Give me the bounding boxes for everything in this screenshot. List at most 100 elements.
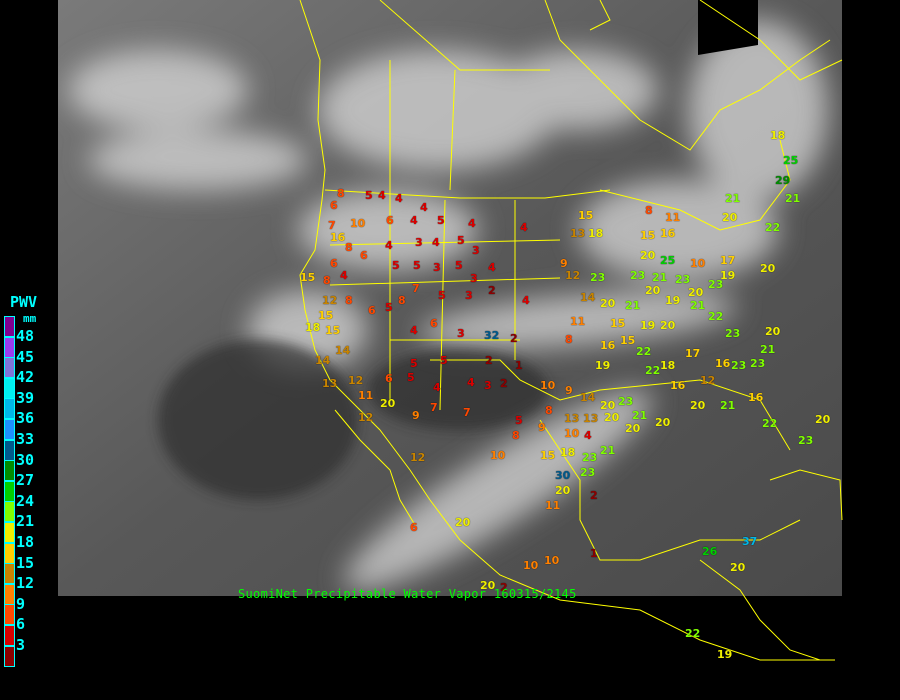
- image-caption: SuomiNet Precipitable Water Vapor 160315…: [238, 587, 577, 601]
- station-pwv-value: 6: [430, 317, 438, 330]
- station-pwv-value: 20: [690, 399, 706, 412]
- station-pwv-value: 19: [717, 648, 733, 661]
- station-pwv-value: 30: [555, 469, 571, 482]
- station-pwv-value: 15: [325, 324, 341, 337]
- station-pwv-value: 20: [765, 325, 781, 338]
- station-pwv-value: 12: [322, 294, 338, 307]
- station-pwv-value: 16: [715, 357, 731, 370]
- station-pwv-value: 37: [742, 535, 758, 548]
- station-pwv-value: 8: [345, 294, 353, 307]
- station-pwv-value: 6: [410, 521, 418, 534]
- station-pwv-value: 9: [412, 409, 420, 422]
- station-pwv-value: 26: [702, 545, 718, 558]
- station-pwv-value: 20: [555, 484, 571, 497]
- station-pwv-value: 23: [630, 269, 646, 282]
- station-pwv-value: 23: [590, 271, 606, 284]
- station-pwv-value: 14: [335, 344, 351, 357]
- station-pwv-value: 5: [455, 259, 463, 272]
- station-pwv-value: 2: [485, 354, 493, 367]
- station-pwv-value: 2: [488, 284, 496, 297]
- station-pwv-value: 20: [655, 416, 671, 429]
- station-pwv-value: 16: [748, 391, 764, 404]
- station-pwv-value: 8: [345, 241, 353, 254]
- station-pwv-value: 22: [685, 627, 701, 640]
- station-pwv-value: 3: [484, 379, 492, 392]
- station-pwv-value: 20: [455, 516, 471, 529]
- station-pwv-value: 6: [386, 214, 394, 227]
- station-pwv-value: 15: [610, 317, 626, 330]
- station-pwv-value: 20: [660, 319, 676, 332]
- station-pwv-value: 23: [725, 327, 741, 340]
- station-pwv-value: 9: [560, 257, 568, 270]
- station-pwv-value: 3: [433, 261, 441, 274]
- legend-title: PWV: [10, 293, 38, 311]
- station-pwv-value: 16: [600, 339, 616, 352]
- station-pwv-value: 15: [300, 271, 316, 284]
- station-pwv-value: 8: [512, 429, 520, 442]
- station-pwv-value: 23: [580, 466, 596, 479]
- station-pwv-value: 11: [665, 211, 681, 224]
- legend-swatch: [4, 460, 15, 482]
- station-pwv-value: 4: [378, 189, 386, 202]
- station-pwv-value: 21: [690, 299, 706, 312]
- station-pwv-value: 8: [323, 274, 331, 287]
- station-pwv-value: 29: [775, 174, 791, 187]
- station-pwv-value: 21: [725, 192, 741, 205]
- station-pwv-value: 4: [420, 201, 428, 214]
- station-pwv-value: 4: [468, 217, 476, 230]
- station-pwv-value: 23: [731, 359, 747, 372]
- station-pwv-value: 3: [465, 289, 473, 302]
- legend-swatch: [4, 336, 15, 358]
- station-pwv-value: 10: [490, 449, 506, 462]
- station-pwv-value: 20: [688, 286, 704, 299]
- station-pwv-value: 20: [760, 262, 776, 275]
- legend-tick: 36: [16, 409, 35, 428]
- legend-swatch: [4, 377, 15, 399]
- legend-tick: 18: [16, 533, 35, 551]
- station-pwv-value: 11: [545, 499, 561, 512]
- legend-swatch: [4, 604, 15, 626]
- legend-swatch: [4, 357, 15, 379]
- station-pwv-value: 10: [564, 427, 580, 440]
- station-pwv-value: 13: [583, 412, 599, 425]
- station-pwv-value: 8: [545, 404, 553, 417]
- station-pwv-value: 22: [636, 345, 652, 358]
- station-pwv-value: 13: [322, 377, 338, 390]
- station-pwv-value: 1: [590, 547, 598, 560]
- station-pwv-value: 20: [815, 413, 831, 426]
- station-pwv-value: 4: [520, 221, 528, 234]
- station-pwv-value: 12: [358, 411, 374, 424]
- station-pwv-value: 2: [510, 332, 518, 345]
- station-pwv-value: 18: [770, 129, 786, 142]
- station-pwv-value: 5: [515, 414, 523, 427]
- station-pwv-value: 10: [350, 217, 366, 230]
- station-pwv-value: 19: [595, 359, 611, 372]
- station-pwv-value: 7: [430, 401, 438, 414]
- station-pwv-value: 1: [515, 359, 523, 372]
- legend-tick: 3: [16, 636, 26, 654]
- station-pwv-value: 6: [330, 199, 338, 212]
- satellite-image: [58, 0, 842, 596]
- station-pwv-value: 23: [708, 278, 724, 291]
- station-pwv-value: 20: [604, 411, 620, 424]
- legend-tick: 21: [16, 512, 35, 531]
- station-pwv-value: 10: [690, 257, 706, 270]
- station-pwv-value: 13: [564, 412, 580, 425]
- station-pwv-value: 23: [750, 357, 766, 370]
- legend-unit: mm: [23, 312, 37, 325]
- station-pwv-value: 21: [720, 399, 736, 412]
- station-pwv-value: 7: [463, 406, 471, 419]
- legend-swatch: [4, 419, 15, 440]
- station-pwv-value: 6: [385, 372, 393, 385]
- station-pwv-value: 13: [570, 227, 586, 240]
- station-pwv-value: 16: [670, 379, 686, 392]
- station-pwv-value: 22: [708, 310, 724, 323]
- station-pwv-value: 15: [540, 449, 556, 462]
- station-pwv-value: 2: [590, 489, 598, 502]
- legend-swatch: [4, 501, 15, 523]
- station-pwv-value: 19: [665, 294, 681, 307]
- legend-tick: 42: [16, 368, 35, 387]
- station-pwv-value: 5: [392, 259, 400, 272]
- station-pwv-value: 20: [625, 422, 641, 435]
